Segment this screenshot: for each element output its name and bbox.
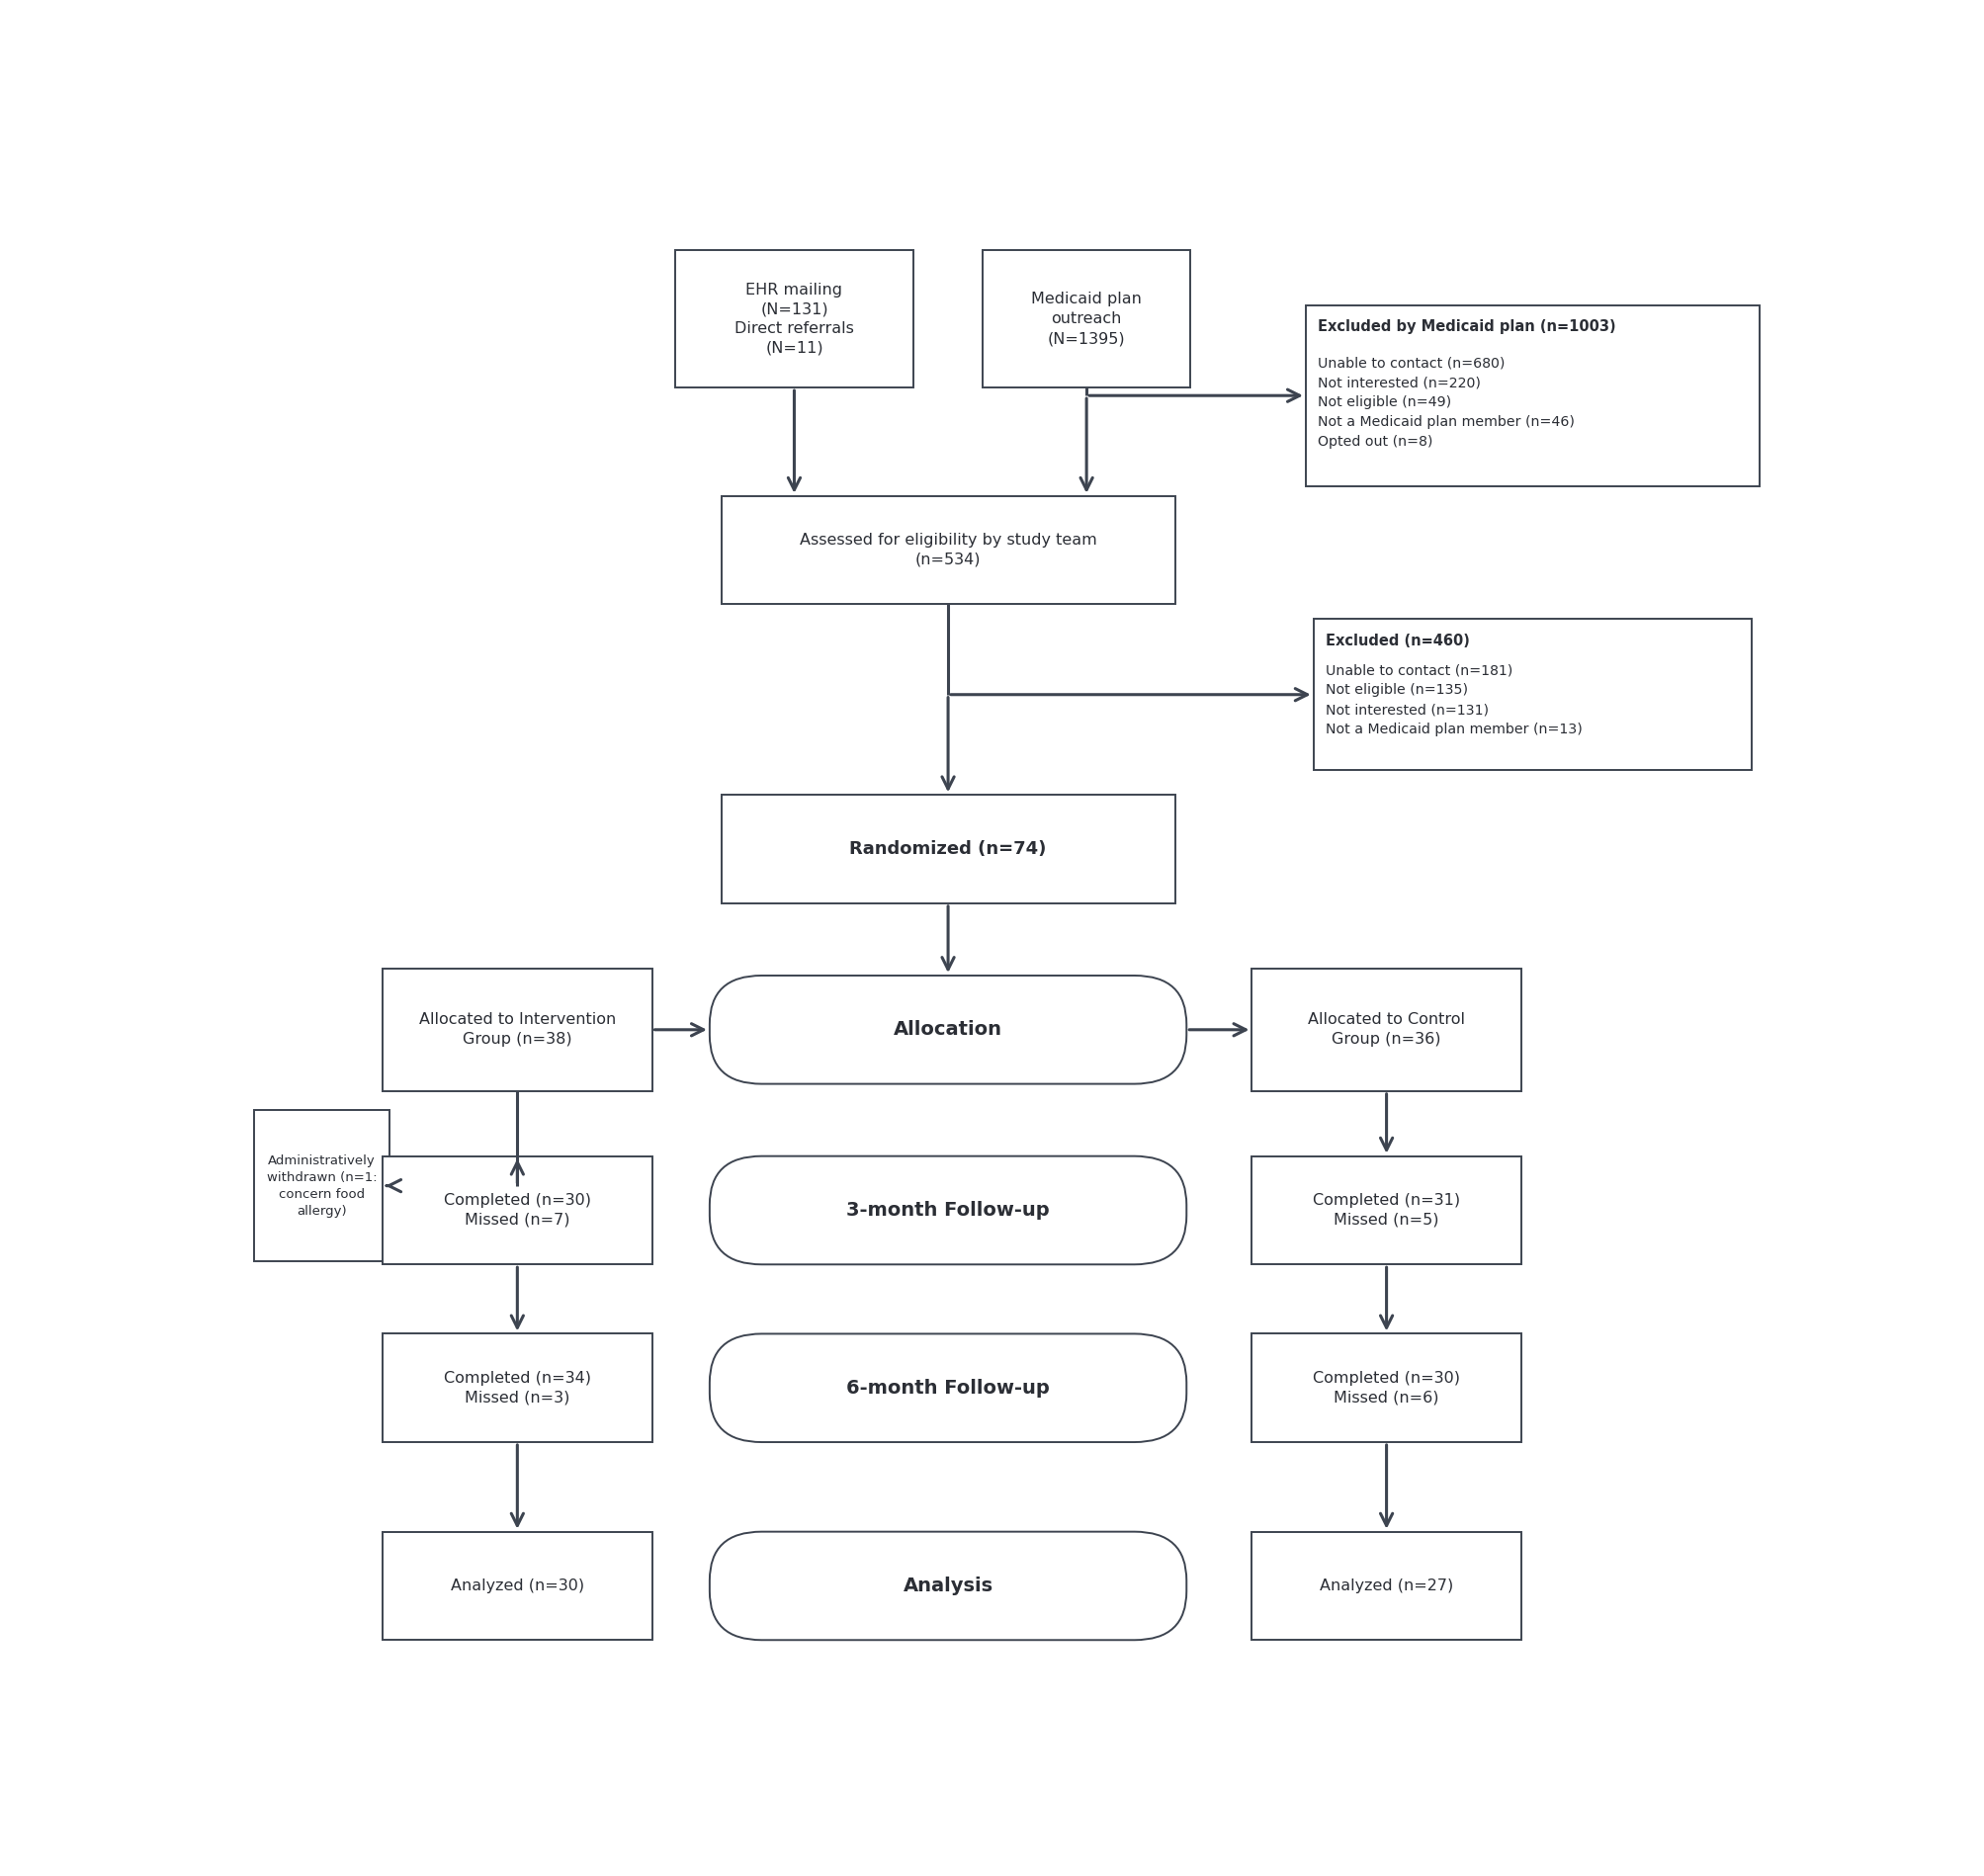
FancyBboxPatch shape: [254, 1111, 389, 1261]
Text: Completed (n=31)
Missed (n=5): Completed (n=31) Missed (n=5): [1311, 1193, 1460, 1227]
FancyBboxPatch shape: [383, 968, 651, 1092]
Text: Completed (n=30)
Missed (n=6): Completed (n=30) Missed (n=6): [1311, 1371, 1460, 1405]
FancyBboxPatch shape: [1305, 306, 1758, 486]
FancyBboxPatch shape: [1252, 1334, 1520, 1443]
FancyBboxPatch shape: [710, 1531, 1186, 1640]
Text: Excluded by Medicaid plan (n=1003): Excluded by Medicaid plan (n=1003): [1317, 319, 1615, 334]
FancyBboxPatch shape: [1252, 1156, 1520, 1264]
FancyBboxPatch shape: [383, 1156, 651, 1264]
Text: Analyzed (n=30): Analyzed (n=30): [450, 1578, 583, 1593]
Text: Allocation: Allocation: [893, 1021, 1002, 1039]
Text: Completed (n=34)
Missed (n=3): Completed (n=34) Missed (n=3): [444, 1371, 591, 1405]
Text: Completed (n=30)
Missed (n=7): Completed (n=30) Missed (n=7): [444, 1193, 591, 1227]
FancyBboxPatch shape: [720, 795, 1175, 904]
FancyBboxPatch shape: [383, 1531, 651, 1640]
Text: Administratively
withdrawn (n=1:
concern food
allergy): Administratively withdrawn (n=1: concern…: [266, 1154, 377, 1218]
FancyBboxPatch shape: [982, 250, 1190, 388]
FancyBboxPatch shape: [1313, 619, 1752, 771]
FancyBboxPatch shape: [710, 1156, 1186, 1264]
Text: Assessed for eligibility by study team
(n=534): Assessed for eligibility by study team (…: [800, 533, 1097, 567]
FancyBboxPatch shape: [675, 250, 913, 388]
FancyBboxPatch shape: [1252, 968, 1520, 1092]
FancyBboxPatch shape: [710, 1334, 1186, 1443]
Text: Randomized (n=74): Randomized (n=74): [849, 840, 1046, 857]
Text: Allocated to Control
Group (n=36): Allocated to Control Group (n=36): [1307, 1013, 1464, 1047]
FancyBboxPatch shape: [710, 976, 1186, 1084]
Text: Allocated to Intervention
Group (n=38): Allocated to Intervention Group (n=38): [419, 1013, 615, 1047]
Text: Analysis: Analysis: [903, 1576, 992, 1595]
Text: 3-month Follow-up: 3-month Follow-up: [845, 1201, 1050, 1219]
Text: 6-month Follow-up: 6-month Follow-up: [845, 1379, 1050, 1398]
FancyBboxPatch shape: [720, 495, 1175, 604]
Text: Unable to contact (n=181)
Not eligible (n=135)
Not interested (n=131)
Not a Medi: Unable to contact (n=181) Not eligible (…: [1325, 664, 1581, 737]
Text: Analyzed (n=27): Analyzed (n=27): [1319, 1578, 1452, 1593]
FancyBboxPatch shape: [1252, 1531, 1520, 1640]
Text: Excluded (n=460): Excluded (n=460): [1325, 634, 1470, 647]
FancyBboxPatch shape: [383, 1334, 651, 1443]
Text: Medicaid plan
outreach
(N=1395): Medicaid plan outreach (N=1395): [1032, 293, 1141, 345]
Text: EHR mailing
(N=131)
Direct referrals
(N=11): EHR mailing (N=131) Direct referrals (N=…: [734, 281, 853, 356]
Text: Unable to contact (n=680)
Not interested (n=220)
Not eligible (n=49)
Not a Medic: Unable to contact (n=680) Not interested…: [1317, 356, 1573, 448]
